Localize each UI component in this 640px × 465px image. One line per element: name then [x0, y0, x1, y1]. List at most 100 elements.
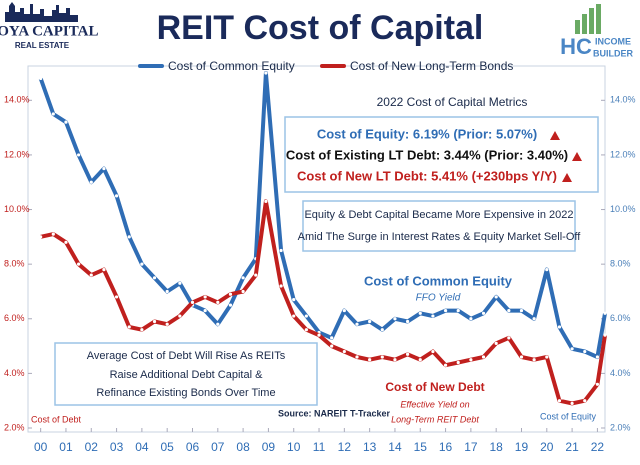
data-point	[127, 235, 131, 239]
data-point	[77, 153, 81, 157]
logo-subtext: BUILDER	[593, 48, 633, 58]
data-point	[190, 300, 195, 304]
data-point	[532, 358, 536, 362]
data-point	[443, 363, 448, 367]
data-point	[102, 166, 106, 171]
data-point	[254, 273, 258, 277]
data-point	[469, 317, 473, 321]
data-point	[494, 295, 498, 299]
data-point	[165, 322, 169, 326]
data-point	[519, 308, 524, 313]
x-tick-label: 05	[161, 440, 175, 454]
annotation: Cost of Equity: 6.19% (Prior: 5.07%)	[317, 126, 537, 141]
x-tick-label: 01	[59, 440, 73, 454]
data-point	[342, 308, 346, 313]
note-box	[54, 342, 318, 406]
data-point	[216, 300, 220, 304]
annotation: Refinance Existing Bonds Over Time	[96, 387, 275, 399]
data-point	[203, 308, 207, 313]
x-tick-label: 17	[464, 440, 478, 454]
logo-subtext: REAL ESTATE	[15, 41, 70, 50]
x-tick-label: 16	[439, 440, 453, 454]
x-tick-label: 15	[414, 440, 428, 454]
data-point	[330, 336, 334, 340]
data-point	[39, 235, 43, 239]
y2-tick-label: 14.0%	[610, 95, 636, 105]
data-point	[583, 349, 587, 354]
data-point	[380, 355, 384, 359]
data-point	[431, 314, 435, 318]
data-point	[603, 311, 607, 315]
annotation: Equity & Debt Capital Became More Expens…	[304, 209, 573, 221]
x-tick-label: 12	[338, 440, 352, 454]
series-line	[38, 71, 607, 359]
data-point	[570, 347, 574, 351]
data-point	[178, 314, 182, 318]
x-tick-label: 10	[287, 440, 301, 454]
data-point	[292, 298, 296, 302]
data-point	[481, 355, 486, 359]
y2-tick-label: 6.0%	[610, 313, 631, 323]
x-tick-label: 04	[135, 440, 149, 454]
data-point	[292, 314, 296, 318]
data-point	[165, 289, 169, 294]
data-point	[481, 311, 486, 315]
data-point	[456, 308, 460, 313]
data-point	[64, 120, 68, 124]
note-box	[302, 200, 576, 252]
data-point	[557, 399, 562, 403]
logo-text: HOYA CAPITAL	[0, 23, 98, 39]
data-point	[456, 360, 460, 365]
y2-tick-label: 12.0%	[610, 149, 636, 159]
annotation: Average Cost of Debt Will Rise As REITs	[87, 350, 286, 362]
data-point	[114, 295, 119, 299]
data-point	[152, 276, 157, 280]
data-point	[545, 355, 549, 359]
up-arrow	[562, 173, 572, 182]
data-point	[532, 317, 536, 321]
data-point	[393, 358, 397, 362]
annotation: Cost of Equity	[540, 411, 597, 421]
data-point	[418, 358, 422, 362]
data-point	[342, 349, 346, 354]
logo-left: HOYA CAPITAL REAL ESTATE	[0, 2, 98, 50]
data-point	[406, 319, 410, 324]
x-tick-label: 14	[388, 440, 402, 454]
x-tick-label: 07	[211, 440, 225, 454]
x-tick-label: 11	[313, 440, 326, 454]
data-point	[89, 273, 93, 277]
chart-title: REIT Cost of Capital	[157, 9, 484, 47]
data-point	[494, 341, 498, 345]
y2-tick-label: 10.0%	[610, 204, 636, 214]
data-point	[469, 358, 473, 362]
data-point	[330, 344, 334, 348]
data-point	[355, 355, 359, 359]
x-tick-label: 22	[591, 440, 605, 454]
data-point	[443, 308, 448, 313]
x-tick-label: 13	[363, 440, 377, 454]
data-point	[545, 268, 549, 272]
data-point	[241, 276, 245, 280]
data-point	[393, 317, 397, 321]
data-point	[178, 281, 182, 285]
data-point	[51, 232, 55, 236]
logo-right: HC INCOME BUILDER	[560, 4, 633, 59]
x-tick-label: 00	[34, 440, 48, 454]
data-point	[279, 284, 283, 288]
data-point	[127, 325, 131, 329]
y-tick-label: 8.0%	[4, 259, 25, 269]
data-point	[140, 328, 144, 332]
data-point	[228, 303, 233, 307]
data-point	[355, 322, 359, 326]
data-point	[406, 352, 410, 356]
annotation: Source: NAREIT T-Tracker	[278, 408, 391, 418]
data-point	[51, 112, 55, 116]
annotation: Cost of Debt	[31, 414, 82, 424]
data-point	[507, 308, 511, 313]
metrics-box	[284, 116, 599, 193]
data-point	[507, 336, 511, 340]
data-point	[64, 240, 68, 244]
data-point	[39, 76, 43, 81]
annotation: Amid The Surge in Interest Rates & Equit…	[298, 231, 582, 243]
data-point	[304, 314, 308, 318]
